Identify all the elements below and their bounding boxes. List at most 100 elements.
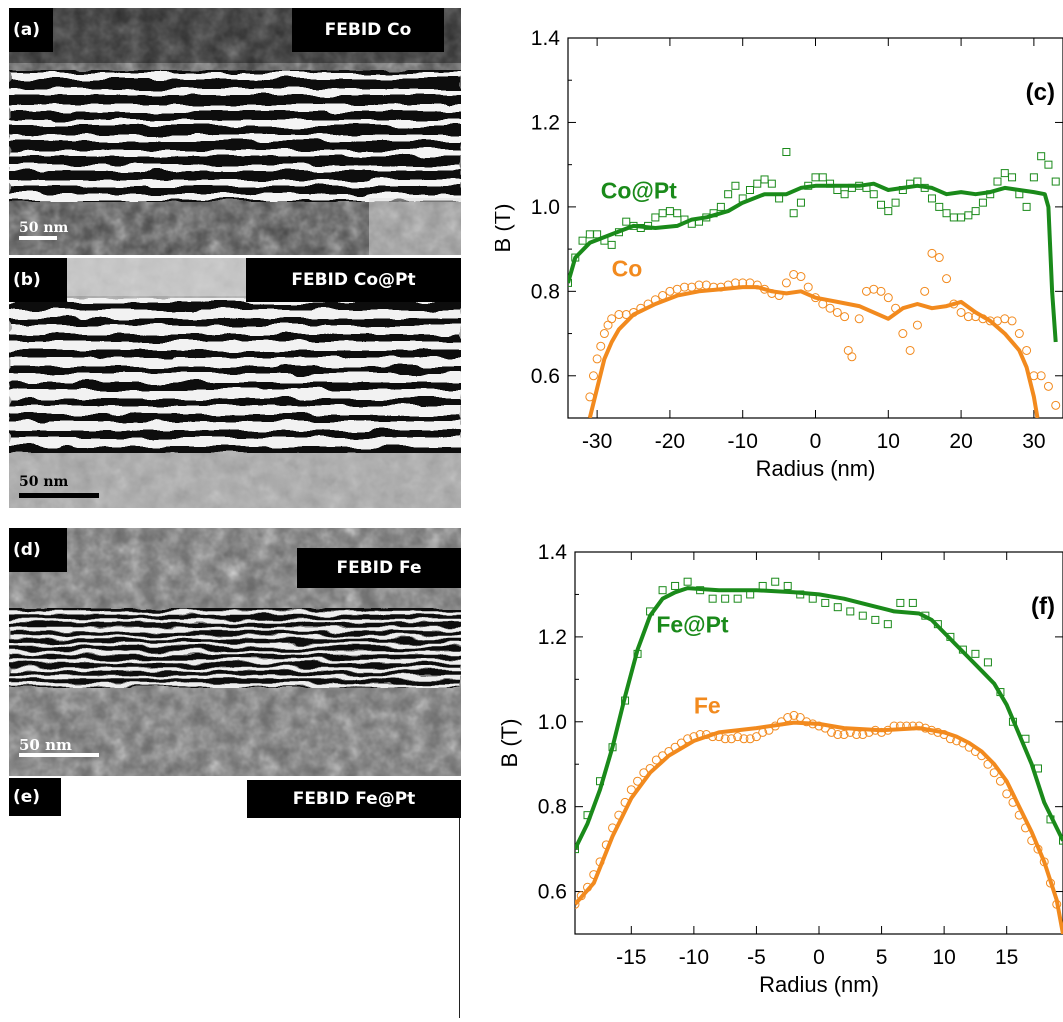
- x-tick-label: 30: [1022, 430, 1045, 453]
- point-co-pt: [724, 190, 733, 199]
- panel-label: (c): [1026, 79, 1055, 106]
- point-fe-pt: [908, 598, 917, 607]
- panel-b-scale-label: 50 nm: [19, 474, 69, 490]
- point-co-pt: [665, 207, 674, 216]
- point-fe-pt: [671, 581, 680, 590]
- x-axis-label: Radius (nm): [759, 972, 879, 997]
- point-co: [588, 371, 598, 381]
- point-co-pt: [971, 207, 980, 216]
- point-fe-pt: [871, 615, 880, 624]
- point-co-pt: [927, 194, 936, 203]
- point-co: [847, 352, 857, 362]
- point-co: [854, 314, 864, 324]
- x-tick-label: -10: [679, 946, 709, 969]
- point-co: [1051, 400, 1061, 410]
- point-co: [596, 341, 606, 351]
- point-co-pt: [1008, 173, 1017, 182]
- series-label-co: Co: [612, 256, 643, 282]
- point-co: [803, 282, 813, 292]
- point-fe-pt: [808, 594, 817, 603]
- point-fe-pt: [683, 577, 692, 586]
- point-co: [861, 286, 871, 296]
- point-fe-pt: [971, 649, 980, 658]
- x-tick-label: 20: [949, 430, 972, 453]
- point-co: [912, 320, 922, 330]
- point-co: [672, 284, 682, 294]
- point-co-pt: [884, 207, 893, 216]
- point-co: [599, 329, 609, 339]
- point-fe-pt: [858, 611, 867, 620]
- holography-image-d: [9, 528, 461, 776]
- point-co: [1000, 314, 1010, 324]
- x-tick-label: 15: [995, 946, 1018, 969]
- point-fe-pt: [733, 594, 742, 603]
- panel-d-scale-label: 50 nm: [19, 736, 72, 754]
- point-co-pt: [716, 202, 725, 211]
- point-fe: [726, 734, 736, 744]
- point-co-pt: [1000, 169, 1009, 178]
- point-fe: [739, 734, 749, 744]
- point-co: [1036, 371, 1046, 381]
- chart-c: -30 -20 -10 0 10 20 30 0.6 0.8 1.0 1.2 1.4 Radius (n…: [495, 27, 1063, 481]
- panel-a-scale-label: 50 nm: [19, 220, 69, 236]
- point-co-pt: [622, 217, 631, 226]
- point-co: [1014, 329, 1024, 339]
- x-tick-label: 0: [813, 946, 825, 969]
- point-fe-pt: [721, 594, 730, 603]
- point-fe: [751, 732, 761, 742]
- point-fe-pt: [833, 603, 842, 612]
- point-co-pt: [877, 200, 886, 209]
- point-fe: [720, 734, 730, 744]
- y-tick-label: 0.8: [538, 796, 567, 819]
- point-fe: [651, 755, 661, 765]
- point-co: [781, 278, 791, 288]
- point-co: [796, 272, 806, 282]
- x-axis-label: Radius (nm): [756, 456, 876, 481]
- point-fe: [839, 730, 849, 740]
- series-line-co-fit: [587, 285, 1040, 418]
- panel-d-title: FEBID Fe: [297, 548, 461, 588]
- point-co: [942, 274, 952, 284]
- point-co: [934, 253, 944, 263]
- panel-d-letter: (d): [9, 528, 67, 572]
- panel-b-letter: (b): [9, 258, 67, 302]
- y-tick-label: 1.2: [538, 626, 567, 649]
- panel-d-febid-fe: (d) FEBID Fe 50 nm: [9, 528, 461, 776]
- point-co-pt: [1051, 177, 1060, 186]
- plot-frame: [574, 551, 1063, 935]
- point-co-pt: [731, 181, 740, 190]
- point-co: [927, 248, 937, 258]
- point-co-pt: [578, 236, 587, 245]
- series-line-co-pt-fit: [568, 181, 1058, 343]
- y-tick-label: 1.4: [531, 27, 561, 50]
- point-co-pt: [964, 211, 973, 220]
- point-co: [592, 354, 602, 364]
- point-co-pt: [593, 230, 602, 239]
- series-label-co-pt: Co@Pt: [601, 177, 677, 203]
- point-co-pt: [1029, 173, 1038, 182]
- panel-e-border: [459, 818, 460, 1018]
- x-tick-label: 0: [810, 430, 822, 453]
- point-fe: [1002, 789, 1012, 799]
- series-line-fe-pt-fit: [575, 586, 1063, 850]
- point-co: [614, 310, 624, 320]
- point-fe-pt: [883, 620, 892, 629]
- point-co: [898, 329, 908, 339]
- point-co: [679, 282, 689, 292]
- y-axis-label: B (T): [495, 204, 515, 253]
- point-co-pt: [978, 198, 987, 207]
- point-co-pt: [658, 209, 667, 218]
- point-co-pt: [1022, 202, 1031, 211]
- panel-e-title: FEBID Fe@Pt: [247, 780, 461, 818]
- x-tick-label: -5: [747, 946, 766, 969]
- y-tick-label: 0.6: [538, 881, 567, 904]
- y-tick-label: 1.4: [538, 541, 568, 564]
- point-fe: [733, 732, 743, 742]
- point-co-pt: [1037, 152, 1046, 161]
- point-co: [840, 312, 850, 322]
- point-co-pt: [745, 186, 754, 194]
- point-co: [1007, 316, 1017, 326]
- point-co-pt: [942, 209, 951, 218]
- point-fe-pt: [1059, 836, 1063, 845]
- point-co-pt: [949, 213, 958, 222]
